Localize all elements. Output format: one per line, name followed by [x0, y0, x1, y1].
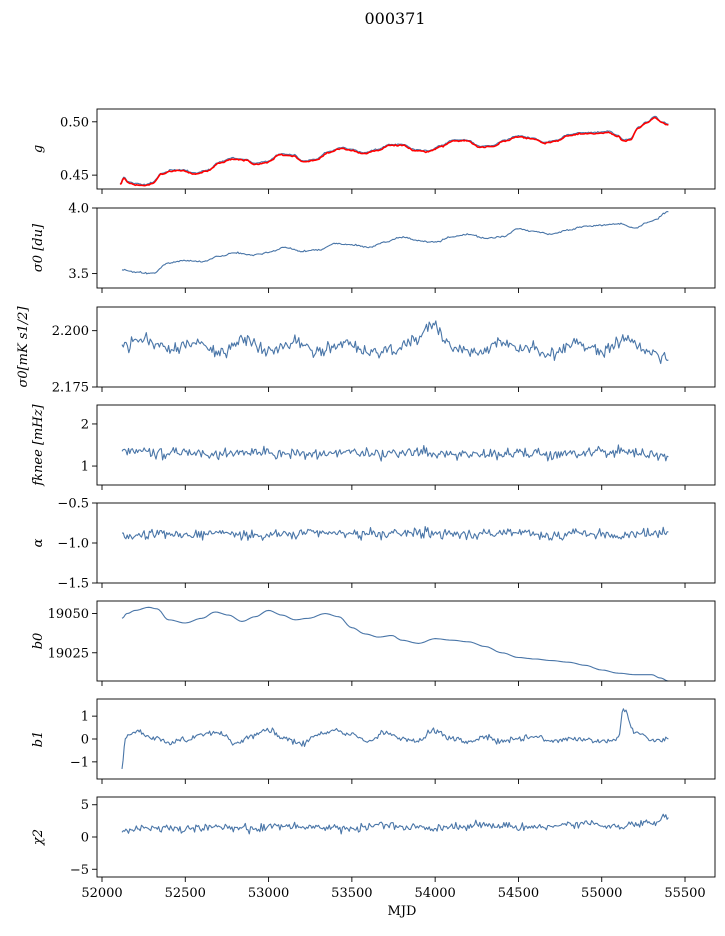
series-line-sigma0: [121, 210, 669, 275]
y-tick-label: −5: [70, 863, 89, 878]
series-line-fit: [119, 116, 669, 187]
y-tick-label: −1.5: [57, 577, 89, 592]
axes-frame: [96, 207, 716, 289]
y-tick-label: −1: [70, 755, 89, 770]
y-tick-label: −0.5: [57, 497, 89, 512]
series-line-chi2: [121, 813, 669, 835]
y-axis-label: g: [31, 145, 46, 153]
y-tick-label: 19025: [48, 646, 89, 661]
panels: 0.45 0.50 g 3.5 4.0 σ0 [du] 2.175 2.200 σ0[mK s1…: [16, 108, 716, 919]
y-axis-label: σ0 [du]: [31, 223, 46, 272]
axes-frame: [96, 404, 716, 486]
axes-frame: [96, 306, 716, 388]
x-tick-label: 53500: [331, 886, 372, 901]
y-tick-label: 0: [81, 831, 89, 846]
series-line-fknee: [121, 444, 669, 462]
panel-chi2: −5 0 5 52000 52500 53000 53500 54000 54500 55000 5…: [31, 796, 716, 919]
y-tick-label: 2.175: [52, 381, 89, 396]
series-line-b0: [121, 606, 669, 682]
series-line-alpha: [121, 526, 669, 541]
y-tick-label: −1.0: [57, 537, 89, 552]
y-tick-label: 19050: [48, 607, 89, 622]
figure-title: 000371: [364, 9, 425, 28]
y-tick-label: 2.200: [52, 324, 89, 339]
y-tick-label: 1: [81, 710, 89, 725]
panel-sigma0_mks: 2.175 2.200 σ0[mK s1/2]: [16, 306, 716, 396]
panel-g: 0.45 0.50 g: [31, 108, 716, 194]
y-tick-label: 0.50: [60, 115, 89, 130]
panel-b1: −1 0 1 b1: [31, 698, 716, 784]
panel-alpha: −1.5 −1.0 −0.5 α: [31, 497, 716, 592]
x-axis-label: MJD: [388, 904, 417, 919]
series-line-sigma0_mks: [121, 320, 669, 365]
y-axis-label: b0: [31, 633, 46, 650]
y-tick-label: 0.45: [60, 169, 89, 184]
y-axis-label: α: [31, 538, 46, 547]
x-tick-label: 52000: [81, 886, 122, 901]
y-tick-label: 5: [81, 798, 89, 813]
axes-frame: [96, 600, 716, 682]
y-axis-label: χ2: [31, 829, 46, 846]
axes-frame: [96, 108, 716, 190]
y-tick-label: 1: [81, 460, 89, 475]
y-axis-label: b1: [31, 731, 46, 748]
x-tick-label: 55000: [581, 886, 622, 901]
axes-frame: [96, 796, 716, 878]
x-tick-label: 55500: [664, 886, 705, 901]
y-tick-label: 4.0: [68, 202, 89, 217]
x-tick-label: 52500: [165, 886, 206, 901]
y-tick-label: 3.5: [68, 267, 89, 282]
x-tick-label: 54000: [414, 886, 455, 901]
x-tick-label: 53000: [248, 886, 289, 901]
y-axis-label: fknee [mHz]: [31, 403, 46, 486]
axes-frame: [96, 502, 716, 584]
panel-sigma0: 3.5 4.0 σ0 [du]: [31, 202, 716, 293]
series-line-g: [119, 115, 669, 186]
y-axis-label: σ0[mK s1/2]: [16, 306, 31, 388]
y-tick-label: 2: [81, 417, 89, 432]
x-tick-label: 54500: [498, 886, 539, 901]
panel-fknee: 1 2 fknee [mHz]: [31, 403, 716, 490]
y-tick-label: 0: [81, 733, 89, 748]
series-line-b1: [121, 708, 669, 769]
